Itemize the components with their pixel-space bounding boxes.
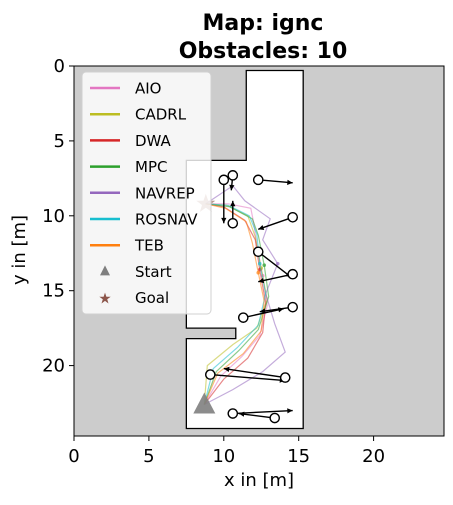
y-axis-label: y in [m] <box>9 215 30 285</box>
x-tick-label: 10 <box>212 446 235 467</box>
obstacle-2 <box>227 170 239 181</box>
obstacle-path-7 <box>258 273 293 283</box>
obstacle-9 <box>237 312 249 323</box>
y-tick-label: 10 <box>42 206 65 227</box>
obstacle-1 <box>252 174 264 186</box>
obstacle-arrowhead-13 <box>238 411 245 417</box>
obstacle-3 <box>218 174 230 186</box>
trajectory-teb <box>203 203 265 405</box>
trajectory-point-teb <box>256 270 261 275</box>
obstacle-arrowhead-7 <box>258 278 265 284</box>
obstacle-arrowhead-3 <box>221 217 227 224</box>
obstacle-path-8 <box>259 306 293 313</box>
legend-label-goal: Goal <box>135 289 169 307</box>
obstacle-7 <box>287 268 299 280</box>
obstacle-10 <box>205 369 216 380</box>
obstacle-arrowhead-4 <box>230 200 236 207</box>
plot-frame <box>73 65 445 437</box>
obstacle-arrowhead-9 <box>277 307 284 313</box>
obstacle-arrowhead-12 <box>287 408 293 414</box>
obstacle-path-1 <box>258 179 293 184</box>
obstacle-6 <box>252 246 264 258</box>
y-tick-label: 20 <box>42 356 65 377</box>
legend-label-navrep: NAVREP <box>135 184 195 202</box>
obstacle-arrowhead-11 <box>223 366 230 372</box>
chart-title-line-2: Obstacles: 10 <box>179 39 348 64</box>
x-tick-label: 15 <box>287 446 310 467</box>
trajectory-point-mpc <box>262 263 267 268</box>
x-tick-label: 20 <box>362 446 385 467</box>
legend-label-rosnav: ROSNAV <box>135 211 198 229</box>
legend-label-dwa: DWA <box>135 132 172 150</box>
obstacle-12 <box>227 408 239 419</box>
legend-label-start: Start <box>135 263 172 281</box>
trajectory-point-rosnav <box>257 261 262 266</box>
obstacle-5 <box>287 211 299 223</box>
trajectory-point-navrep <box>275 261 280 266</box>
obstacle-11 <box>279 372 291 383</box>
y-tick-label: 15 <box>42 281 65 302</box>
legend: AIO CADRL DWA MPC NAVREP ROSNAV TEB Start Goal <box>81 71 212 315</box>
x-tick-label: 5 <box>143 446 154 467</box>
obstacle-path-10 <box>210 373 286 382</box>
obstacle-arrowhead-1 <box>287 179 293 185</box>
x-tick-label: 0 <box>68 446 79 467</box>
obstacle-path-13 <box>238 412 275 419</box>
trajectory-mpc <box>203 203 270 405</box>
legend-label-aio: AIO <box>135 80 162 98</box>
obstacle-arrowhead-2 <box>229 184 235 191</box>
legend-label-mpc: MPC <box>135 158 167 176</box>
legend-box <box>81 71 212 315</box>
obstacle-4 <box>227 217 239 229</box>
chart-title-line-1: Map: ignc <box>203 11 324 36</box>
legend-label-cadrl: CADRL <box>135 106 187 124</box>
obstacle-8 <box>287 301 299 313</box>
y-tick-label: 0 <box>54 56 65 77</box>
obstacle-path-6 <box>257 251 292 278</box>
obstacle-arrowhead-5 <box>258 225 265 230</box>
y-tick-label: 5 <box>54 131 65 152</box>
legend-label-teb: TEB <box>134 237 164 255</box>
start-marker <box>193 392 216 414</box>
obstacle-path-11 <box>223 367 286 379</box>
obstacle-path-9 <box>243 307 284 319</box>
obstacle-path-5 <box>258 216 293 230</box>
legend-start-marker <box>100 265 110 276</box>
obstacle-arrowhead-8 <box>259 308 266 314</box>
obstacle-13 <box>269 412 281 424</box>
legend-goal-marker <box>99 292 111 304</box>
x-axis-label: x in [m] <box>224 470 294 491</box>
